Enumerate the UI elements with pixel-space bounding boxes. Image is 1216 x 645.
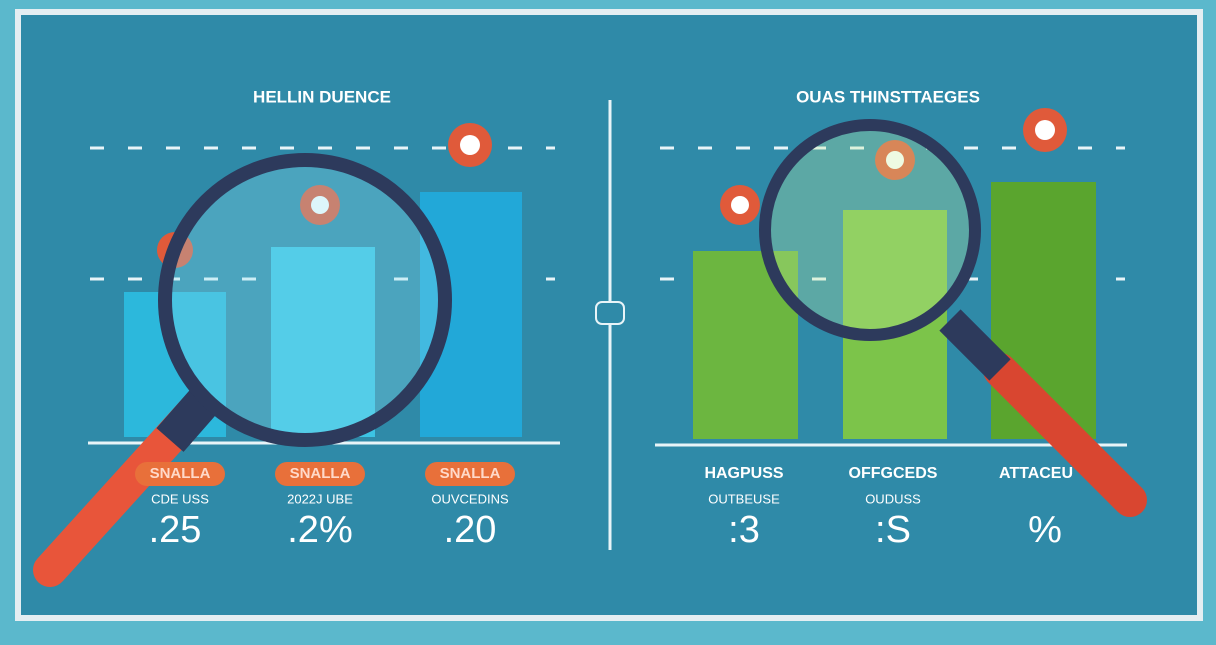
value: .25 xyxy=(149,509,202,551)
bar xyxy=(843,210,947,439)
value: .2% xyxy=(287,509,352,551)
caption: OUTBEUSE xyxy=(708,491,780,506)
value: :S xyxy=(875,509,911,551)
badge-bg xyxy=(275,462,365,486)
label: HAGPUSS xyxy=(704,465,783,482)
badge-bg xyxy=(135,462,225,486)
caption: CDE USS xyxy=(151,491,209,506)
badge: SNALLA xyxy=(150,465,211,482)
caption: OUDUSS xyxy=(865,491,921,506)
value: % xyxy=(1028,509,1062,551)
magnifier xyxy=(33,153,452,587)
bar xyxy=(420,192,522,437)
label: OFFGCEDS xyxy=(849,465,938,482)
badge: SNALLA xyxy=(290,465,351,482)
value: :3 xyxy=(728,509,760,551)
panel-title: HELLIN DUENCE xyxy=(253,87,391,106)
caption: 2022J UBE xyxy=(287,491,353,506)
value: .20 xyxy=(444,509,497,551)
caption: OUVCEDINS xyxy=(431,491,509,506)
badge: SNALLA xyxy=(440,465,501,482)
panel-title: OUAS THINSTTAEGES xyxy=(796,87,980,106)
icon xyxy=(595,301,625,325)
magnifier xyxy=(759,119,1147,517)
label: ATTACEU xyxy=(999,465,1073,482)
badge-bg xyxy=(425,462,515,486)
bar xyxy=(271,247,375,437)
